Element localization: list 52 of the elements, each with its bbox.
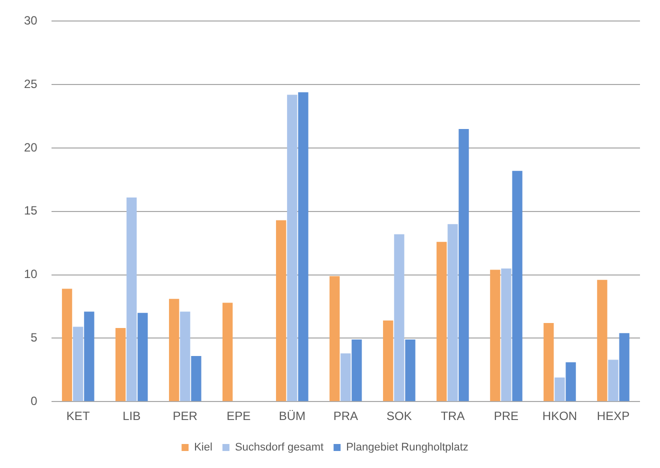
bar xyxy=(126,197,137,402)
x-tick-label: TRA xyxy=(440,409,465,424)
bar xyxy=(490,270,500,402)
bar xyxy=(191,356,202,402)
x-tick-label: SOK xyxy=(386,409,412,424)
x-tick-label: HEXP xyxy=(596,409,630,424)
bar xyxy=(352,339,362,402)
bar xyxy=(276,220,286,402)
bar xyxy=(340,353,351,402)
x-tick-label: EPE xyxy=(226,409,251,424)
bar xyxy=(448,224,458,402)
bar xyxy=(62,288,72,402)
bar xyxy=(608,360,618,402)
x-tick-label: PER xyxy=(172,409,198,424)
bar xyxy=(180,312,190,402)
bar xyxy=(544,322,554,402)
bar xyxy=(287,94,298,402)
bar xyxy=(168,298,180,402)
y-tick-label: 15 xyxy=(24,204,38,218)
x-tick-label: PRA xyxy=(333,409,358,424)
bar xyxy=(554,378,565,402)
x-tick-label: KET xyxy=(66,409,90,424)
bar xyxy=(405,339,416,402)
bar xyxy=(597,280,608,402)
bar xyxy=(501,268,512,402)
bar xyxy=(222,302,233,402)
x-tick-label: HKON xyxy=(542,409,578,424)
bar xyxy=(458,128,469,402)
bar xyxy=(394,234,404,402)
bar xyxy=(73,326,84,402)
bar xyxy=(330,276,340,402)
y-tick-label: 5 xyxy=(30,330,38,345)
bar xyxy=(115,328,126,402)
bar xyxy=(298,92,308,402)
y-tick-label: 20 xyxy=(24,140,38,154)
legend-label: Suchsdorf gesamt xyxy=(234,442,324,454)
y-tick-label: 10 xyxy=(24,267,38,282)
x-tick-label: BÜM xyxy=(278,409,306,424)
x-tick-label: PRE xyxy=(494,409,519,424)
y-tick-label: 30 xyxy=(24,14,38,28)
bar xyxy=(84,312,94,402)
bar xyxy=(619,333,630,402)
x-tick-label: LIB xyxy=(122,409,141,424)
bar xyxy=(436,242,447,402)
bar xyxy=(512,170,522,402)
y-tick-label: 25 xyxy=(24,76,38,91)
y-tick-label: 0 xyxy=(30,394,38,408)
legend-label: Kiel xyxy=(194,442,212,454)
legend-label: Plangebiet Rungholtplatz xyxy=(346,442,468,454)
bar xyxy=(383,320,394,402)
bar xyxy=(566,362,576,402)
bar xyxy=(138,312,148,402)
